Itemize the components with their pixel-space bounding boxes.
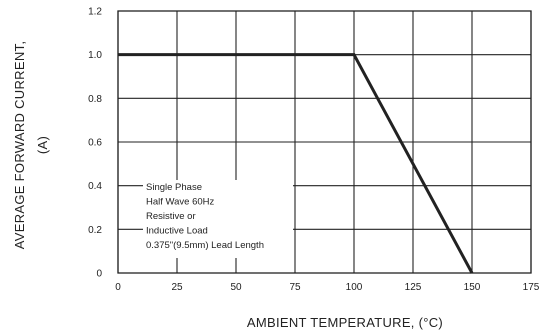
y-axis-title: AVERAGE FORWARD CURRENT, <box>12 41 27 249</box>
y-tick-label: 0 <box>96 269 102 280</box>
y-tick-label: 0.2 <box>88 225 102 236</box>
y-axis-ticks: 0 0.2 0.4 0.6 0.8 1.0 1.2 <box>88 7 102 280</box>
x-axis-title: AMBIENT TEMPERATURE, (°C) <box>247 315 443 330</box>
annotation-line: 0.375"(9.5mm) Lead Length <box>146 240 264 251</box>
y-tick-label: 0.6 <box>88 138 102 149</box>
y-tick-label: 1.0 <box>88 50 102 61</box>
annotation-line: Resistive or <box>146 211 196 222</box>
y-tick-label: 0.4 <box>88 181 102 192</box>
x-tick-label: 25 <box>171 282 183 293</box>
x-axis-ticks: 0 25 50 75 100 125 150 175 <box>115 282 540 293</box>
series-line <box>118 53 474 274</box>
x-tick-label: 0 <box>115 282 121 293</box>
annotation-line: Single Phase <box>146 182 202 193</box>
annotation-line: Inductive Load <box>146 226 208 237</box>
x-tick-label: 100 <box>346 282 363 293</box>
annotation-background <box>143 180 293 258</box>
y-axis-title-unit: (A) <box>35 136 50 154</box>
annotation-line: Half Wave 60Hz <box>146 197 215 208</box>
x-tick-label: 175 <box>523 282 540 293</box>
y-tick-label: 1.2 <box>88 7 102 18</box>
x-tick-label: 150 <box>464 282 481 293</box>
x-tick-label: 75 <box>289 282 301 293</box>
y-tick-label: 0.8 <box>88 94 102 105</box>
annotation-box: Single Phase Half Wave 60Hz Resistive or… <box>143 180 293 258</box>
x-tick-label: 125 <box>405 282 422 293</box>
plot-frame <box>117 10 532 274</box>
x-tick-label: 50 <box>230 282 242 293</box>
series <box>118 53 474 274</box>
